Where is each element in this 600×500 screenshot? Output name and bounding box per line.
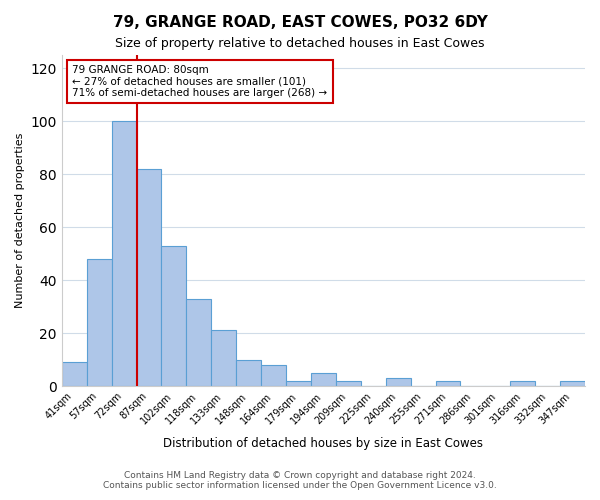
Bar xyxy=(137,169,161,386)
Bar xyxy=(112,121,137,386)
Bar xyxy=(336,380,361,386)
Bar xyxy=(62,362,87,386)
Bar xyxy=(560,380,585,386)
Text: Size of property relative to detached houses in East Cowes: Size of property relative to detached ho… xyxy=(115,38,485,51)
Bar xyxy=(311,373,336,386)
Y-axis label: Number of detached properties: Number of detached properties xyxy=(15,133,25,308)
Bar xyxy=(436,380,460,386)
X-axis label: Distribution of detached houses by size in East Cowes: Distribution of detached houses by size … xyxy=(163,437,484,450)
Bar xyxy=(286,380,311,386)
Bar xyxy=(236,360,261,386)
Bar xyxy=(87,259,112,386)
Text: 79, GRANGE ROAD, EAST COWES, PO32 6DY: 79, GRANGE ROAD, EAST COWES, PO32 6DY xyxy=(113,15,487,30)
Bar xyxy=(211,330,236,386)
Bar xyxy=(261,365,286,386)
Text: Contains HM Land Registry data © Crown copyright and database right 2024.
Contai: Contains HM Land Registry data © Crown c… xyxy=(103,470,497,490)
Text: 79 GRANGE ROAD: 80sqm
← 27% of detached houses are smaller (101)
71% of semi-det: 79 GRANGE ROAD: 80sqm ← 27% of detached … xyxy=(72,65,328,98)
Bar xyxy=(161,246,187,386)
Bar xyxy=(386,378,410,386)
Bar xyxy=(187,298,211,386)
Bar xyxy=(510,380,535,386)
